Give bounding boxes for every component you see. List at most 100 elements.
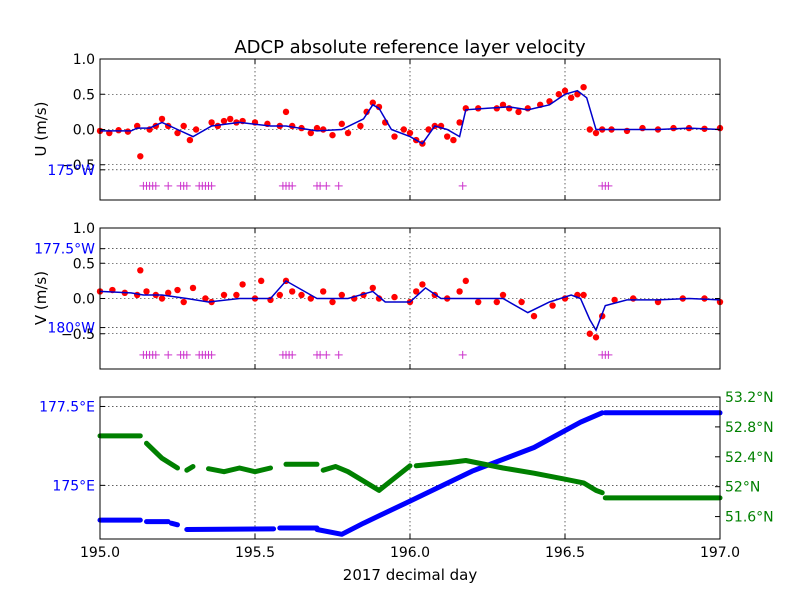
velocity-point <box>239 281 246 288</box>
velocity-point <box>391 293 398 301</box>
smoothed-line <box>99 279 721 332</box>
velocity-point <box>338 291 345 299</box>
velocity-point <box>499 291 507 299</box>
latitude-tick-label: 52.8°N <box>725 420 774 436</box>
y-tick-label: 1.0 <box>73 221 95 237</box>
velocity-point <box>639 124 646 132</box>
velocity-point <box>475 298 482 306</box>
x-tick-label: 196.5 <box>545 545 585 561</box>
x-tick-label: 195.0 <box>80 545 120 561</box>
v-axis-label: V (m/s) <box>32 271 50 325</box>
y-tick-label: 0.0 <box>73 292 95 308</box>
latitude-tick-label: 52.4°N <box>725 450 774 466</box>
velocity-point <box>580 291 587 299</box>
velocity-point <box>320 126 327 133</box>
velocity-point <box>189 284 197 292</box>
velocity-point <box>456 288 463 295</box>
velocity-point <box>413 288 420 295</box>
y-tick-label: 0.0 <box>73 123 95 139</box>
velocity-point <box>307 295 314 302</box>
latitude-track <box>144 440 180 471</box>
u-axis-label: U (m/s) <box>32 102 50 157</box>
velocity-point <box>456 119 463 126</box>
velocity-point <box>220 291 228 299</box>
longitude-tick-label: 175°W <box>47 163 95 179</box>
latitude-track <box>413 458 605 496</box>
velocity-point <box>289 288 296 295</box>
longitude-tick-label: 177.5°E <box>39 399 95 415</box>
velocity-point <box>174 129 181 137</box>
velocity-point <box>630 295 637 302</box>
x-tick-label: 197.0 <box>700 545 740 561</box>
velocity-point <box>499 101 507 109</box>
longitude-track <box>184 526 277 532</box>
velocity-point <box>180 298 187 306</box>
velocity-point <box>425 126 432 133</box>
chart-title: ADCP absolute reference layer velocity <box>234 37 586 58</box>
velocity-point <box>400 126 407 133</box>
v-velocity-panel: 1.0 0.5 0.0 −0.5 <box>61 221 724 370</box>
velocity-point <box>506 105 513 112</box>
axes-frame <box>99 58 721 201</box>
velocity-point <box>444 133 451 140</box>
velocity-point <box>515 108 522 116</box>
y-tick-label: 0.5 <box>73 87 95 103</box>
velocity-point <box>580 84 587 91</box>
velocity-point <box>518 298 525 306</box>
velocity-point <box>227 115 234 123</box>
longitude-tick-label: 175°E <box>52 478 95 494</box>
axes-frame <box>99 227 721 370</box>
latitude-tick-label: 53.2°N <box>725 390 774 406</box>
velocity-point <box>192 126 200 133</box>
velocity-point <box>586 330 593 337</box>
velocity-point <box>174 286 181 294</box>
velocity-point <box>549 302 556 309</box>
velocity-point <box>220 117 228 125</box>
y-tick-label: 0.5 <box>73 256 95 272</box>
velocity-point <box>329 298 336 306</box>
velocity-point <box>369 99 376 106</box>
y-tick-label: 1.0 <box>73 52 95 68</box>
velocity-point <box>357 122 364 130</box>
velocity-point <box>165 289 172 297</box>
velocity-point <box>524 105 531 112</box>
velocity-point <box>568 94 575 101</box>
velocity-point <box>208 119 215 126</box>
velocity-point <box>158 295 166 302</box>
velocity-point <box>298 291 305 299</box>
velocity-point <box>282 108 290 116</box>
velocity-point <box>338 120 345 128</box>
velocity-point <box>186 136 194 144</box>
velocity-point <box>137 267 144 274</box>
velocity-point <box>450 136 457 144</box>
velocity-point <box>375 103 383 111</box>
velocity-point <box>462 277 469 285</box>
position-panel: 175°W 177.5°W 180°W 177.5°E 175°E 53.2°N 52.8°… <box>34 163 774 561</box>
velocity-point <box>202 295 209 302</box>
velocity-point <box>561 87 569 94</box>
longitude-track <box>168 520 180 528</box>
velocity-point <box>137 153 144 160</box>
latitude-track <box>206 465 273 475</box>
velocity-point <box>406 129 414 137</box>
velocity-point <box>258 277 265 285</box>
velocity-point <box>313 124 321 132</box>
latitude-tick-label: 52°N <box>725 480 760 496</box>
velocity-point <box>530 312 538 320</box>
velocity-point <box>320 288 327 295</box>
velocity-point <box>586 126 593 133</box>
longitude-tick-label: 177.5°W <box>34 242 95 258</box>
latitude-tick-label: 51.6°N <box>725 510 774 526</box>
x-tick-label: 196.0 <box>390 545 430 561</box>
velocity-point <box>307 129 314 137</box>
latitude-track <box>184 464 196 473</box>
velocity-point <box>391 133 398 140</box>
velocity-point <box>611 296 618 304</box>
velocity-point <box>555 91 562 98</box>
velocity-point <box>592 129 600 137</box>
velocity-point <box>592 334 600 341</box>
velocity-point <box>493 298 500 306</box>
y-tick-label: −0.5 <box>61 327 95 343</box>
axes-frame <box>99 396 721 540</box>
velocity-point <box>158 115 166 123</box>
